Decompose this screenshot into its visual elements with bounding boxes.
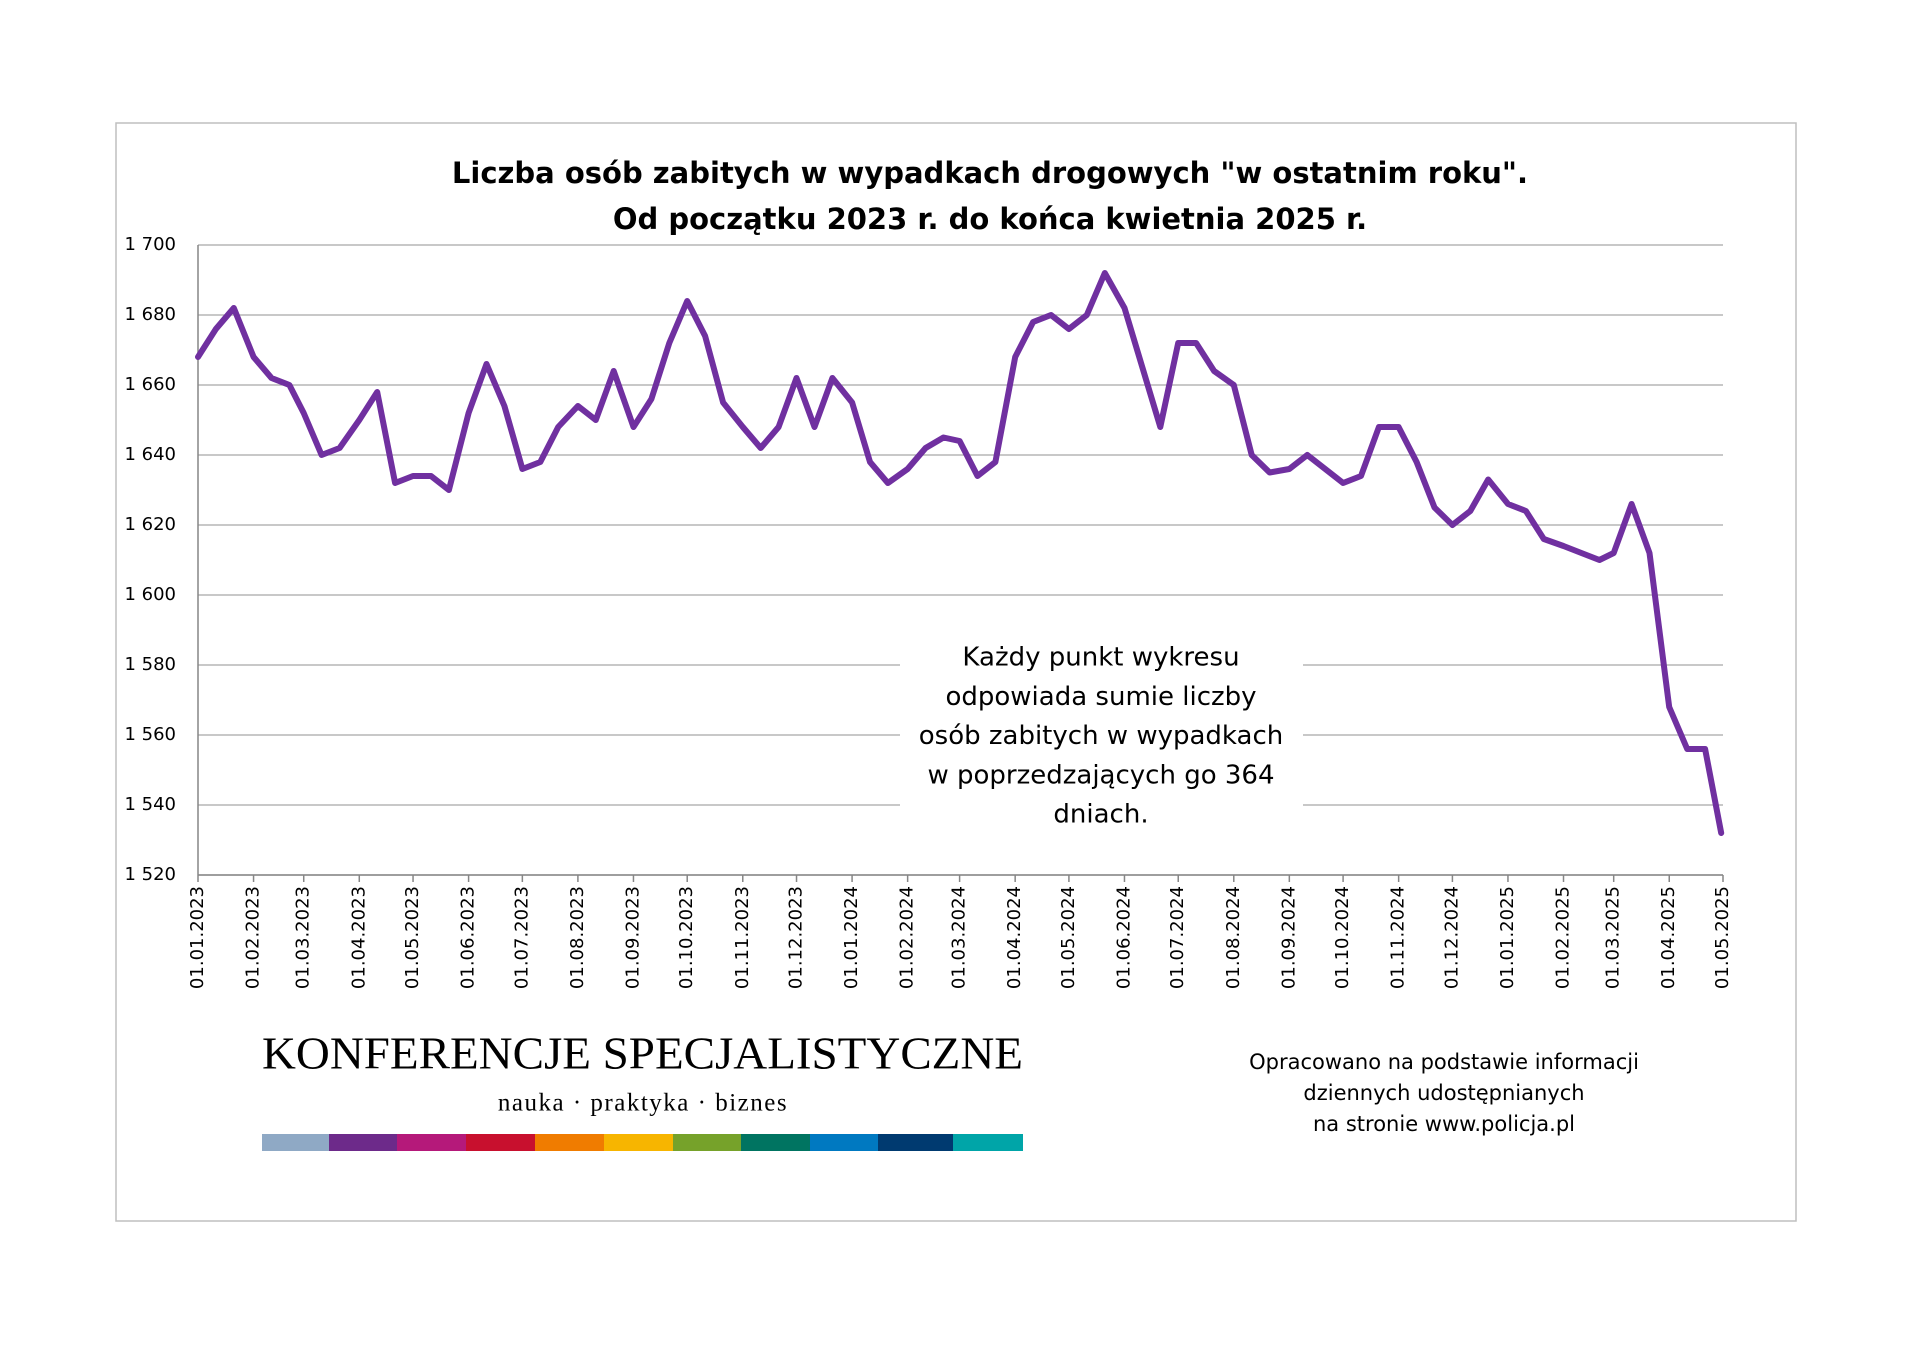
x-tick-label: 01.09.2023 [622,886,643,989]
x-tick-label: 01.07.2024 [1167,886,1188,989]
logo-tagline: nauka · praktyka · biznes [498,1090,788,1117]
color-segment [953,1134,1023,1151]
source-line: Opracowano na podstawie informacji [1249,1050,1639,1074]
y-tick-label: 1 680 [124,304,176,325]
color-segment [397,1134,466,1151]
y-tick-label: 1 580 [124,654,176,675]
x-tick-label: 01.09.2024 [1278,886,1299,989]
y-tick-label: 1 700 [124,234,176,255]
x-tick-label: 01.05.2025 [1712,886,1733,989]
x-tick-label: 01.04.2023 [348,886,369,989]
x-tick-label: 01.02.2023 [243,886,264,989]
color-segment [673,1134,741,1151]
annotation-box [900,640,1303,837]
y-tick-label: 1 540 [124,794,176,815]
y-tick-label: 1 660 [124,374,176,395]
x-tick-label: 01.04.2025 [1658,886,1679,989]
logo-name: KONFERENCJE SPECJALISTYCZNE [262,1028,1023,1079]
color-segment [741,1134,810,1151]
x-tick-label: 01.01.2024 [841,886,862,989]
chart-title: Liczba osób zabitych w wypadkach drogowy… [452,156,1528,190]
x-tick-label: 01.01.2025 [1497,886,1518,989]
x-tick-label: 01.08.2023 [567,886,588,989]
x-tick-label: 01.02.2025 [1553,886,1574,989]
x-tick-label: 01.10.2023 [676,886,697,989]
color-segment [535,1134,604,1151]
annotation-line: dniach. [1053,800,1148,830]
x-tick-label: 01.12.2024 [1441,886,1462,989]
x-tick-label: 01.03.2024 [949,886,970,989]
x-tick-label: 01.08.2024 [1223,886,1244,989]
x-tick-label: 01.10.2024 [1332,886,1353,989]
y-tick-label: 1 640 [124,444,176,465]
annotation-line: osób zabitych w wypadkach [919,721,1283,751]
x-tick-label: 01.05.2023 [402,886,423,989]
source-note: Opracowano na podstawie informacji dzienn… [1249,1050,1639,1136]
x-tick-label: 01.05.2024 [1058,886,1079,989]
x-tick-label: 01.03.2025 [1603,886,1624,989]
source-line: dziennych udostępnianych [1303,1081,1584,1105]
chart-subtitle: Od początku 2023 r. do końca kwietnia 20… [613,202,1367,236]
color-segment [878,1134,953,1151]
x-tick-label: 01.06.2023 [458,886,479,989]
x-tick-label: 01.06.2024 [1113,886,1134,989]
y-tick-label: 1 600 [124,584,176,605]
x-tick-label: 01.07.2023 [511,886,532,989]
color-segment [329,1134,397,1151]
x-tick-label: 01.12.2023 [786,886,807,989]
color-segment [262,1134,329,1151]
annotation: Każdy punkt wykresu odpowiada sumie liczb… [919,643,1283,830]
color-segment [466,1134,535,1151]
logo-color-bar [262,1134,1023,1151]
annotation-line: Każdy punkt wykresu [962,643,1239,673]
data-line [195,270,1725,836]
annotation-line: w poprzedzających go 364 [927,760,1274,790]
annotation-line: odpowiada sumie liczby [945,682,1256,712]
y-tick-label: 1 620 [124,514,176,535]
x-tick-label: 01.04.2024 [1004,886,1025,989]
x-tick-label: 01.11.2024 [1388,886,1409,989]
source-line: na stronie www.policja.pl [1313,1112,1575,1136]
x-tick-label: 01.03.2023 [293,886,314,989]
axes: 1 520 1 540 1 560 1 580 1 600 1 620 1 640 1 660… [124,234,1733,989]
x-tick-label: 01.11.2023 [732,886,753,989]
x-tick-label: 01.02.2024 [897,886,918,989]
color-segment [604,1134,673,1151]
color-segment [810,1134,878,1151]
y-tick-label: 1 520 [124,864,176,885]
x-tick-label: 01.01.2023 [187,886,208,989]
marks [195,270,1725,836]
y-tick-label: 1 560 [124,724,176,745]
